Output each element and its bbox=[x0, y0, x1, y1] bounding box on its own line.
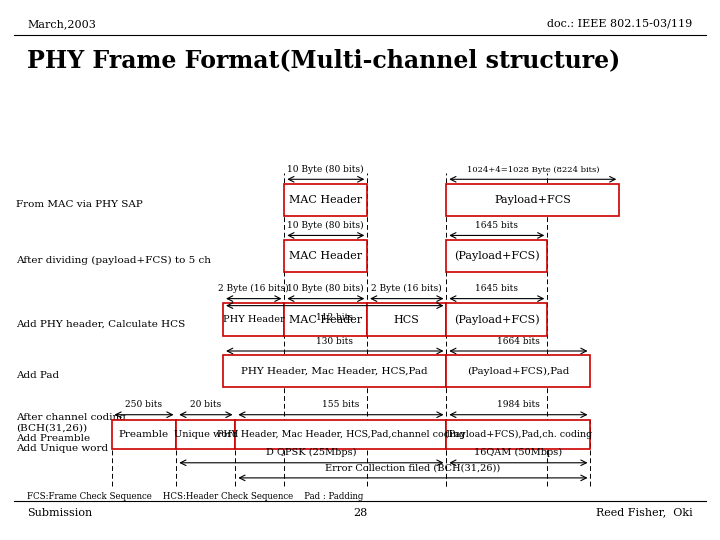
Text: PHY Frame Format(Multi-channel structure): PHY Frame Format(Multi-channel structure… bbox=[27, 49, 621, 72]
Text: MAC Header: MAC Header bbox=[289, 195, 362, 205]
Bar bbox=[446, 240, 547, 272]
Text: 1024+4=1028 Byte (8224 bits): 1024+4=1028 Byte (8224 bits) bbox=[467, 166, 599, 174]
Text: (Payload+FCS): (Payload+FCS) bbox=[454, 314, 539, 325]
Text: 2 Byte (16 bits): 2 Byte (16 bits) bbox=[372, 284, 442, 293]
Bar bbox=[284, 240, 367, 272]
Text: 28: 28 bbox=[353, 508, 367, 518]
Text: 10 Byte (80 bits): 10 Byte (80 bits) bbox=[287, 165, 364, 174]
Text: MAC Header: MAC Header bbox=[289, 251, 362, 261]
Text: HCS: HCS bbox=[394, 315, 420, 325]
Text: 1664 bits: 1664 bits bbox=[497, 336, 540, 346]
Text: 112 bits: 112 bits bbox=[316, 313, 354, 322]
Text: D QPSK (25Mbps): D QPSK (25Mbps) bbox=[266, 448, 356, 457]
Text: PHY Header: PHY Header bbox=[223, 315, 284, 324]
Text: 2 Byte (16 bits): 2 Byte (16 bits) bbox=[218, 284, 289, 293]
Text: 1984 bits: 1984 bits bbox=[497, 400, 540, 409]
Text: Add Pad: Add Pad bbox=[16, 371, 59, 380]
Text: Unique word: Unique word bbox=[174, 430, 238, 439]
Bar bbox=[446, 355, 590, 387]
Text: doc.: IEEE 802.15-03/119: doc.: IEEE 802.15-03/119 bbox=[547, 19, 693, 29]
Bar bbox=[446, 420, 590, 449]
Text: Reed Fisher,  Oki: Reed Fisher, Oki bbox=[596, 508, 693, 518]
Text: Add PHY header, Calculate HCS: Add PHY header, Calculate HCS bbox=[16, 320, 185, 328]
Text: 130 bits: 130 bits bbox=[316, 336, 354, 346]
Bar bbox=[446, 184, 619, 216]
Text: 16QAM (50Mbps): 16QAM (50Mbps) bbox=[474, 448, 562, 457]
Text: 155 bits: 155 bits bbox=[323, 400, 359, 409]
Text: March,2003: March,2003 bbox=[27, 19, 96, 29]
Text: From MAC via PHY SAP: From MAC via PHY SAP bbox=[16, 200, 143, 208]
Bar bbox=[367, 303, 446, 336]
Bar bbox=[284, 184, 367, 216]
Text: 10 Byte (80 bits): 10 Byte (80 bits) bbox=[287, 284, 364, 293]
Text: Submission: Submission bbox=[27, 508, 93, 518]
Text: After channel coding
(BCH(31,26))
Add Preamble
Add Unique word: After channel coding (BCH(31,26)) Add Pr… bbox=[16, 413, 126, 453]
Bar bbox=[176, 420, 235, 449]
Text: MAC Header: MAC Header bbox=[289, 315, 362, 325]
Text: 20 bits: 20 bits bbox=[190, 400, 222, 409]
Bar bbox=[112, 420, 176, 449]
Text: Preamble: Preamble bbox=[119, 430, 169, 439]
Text: Payload+FCS: Payload+FCS bbox=[495, 195, 571, 205]
Bar bbox=[446, 303, 547, 336]
Bar bbox=[284, 303, 367, 336]
Text: (Payload+FCS),Pad,ch. coding: (Payload+FCS),Pad,ch. coding bbox=[445, 430, 592, 439]
Text: (Payload+FCS),Pad: (Payload+FCS),Pad bbox=[467, 367, 570, 375]
Text: 1645 bits: 1645 bits bbox=[475, 284, 518, 293]
Text: 1645 bits: 1645 bits bbox=[475, 221, 518, 230]
Bar bbox=[235, 420, 446, 449]
Bar bbox=[223, 303, 284, 336]
Text: 250 bits: 250 bits bbox=[125, 400, 163, 409]
Text: FCS:Frame Check Sequence    HCS:Header Check Sequence    Pad : Padding: FCS:Frame Check Sequence HCS:Header Chec… bbox=[27, 492, 364, 502]
Text: Error Collection filed (BCH(31,26)): Error Collection filed (BCH(31,26)) bbox=[325, 463, 500, 472]
Text: PHY Header, Mac Header, HCS,Pad,channel coding: PHY Header, Mac Header, HCS,Pad,channel … bbox=[217, 430, 465, 439]
Bar bbox=[223, 355, 446, 387]
Text: (Payload+FCS): (Payload+FCS) bbox=[454, 251, 539, 261]
Text: PHY Header, Mac Header, HCS,Pad: PHY Header, Mac Header, HCS,Pad bbox=[241, 367, 428, 375]
Text: 10 Byte (80 bits): 10 Byte (80 bits) bbox=[287, 221, 364, 230]
Text: After dividing (payload+FCS) to 5 ch: After dividing (payload+FCS) to 5 ch bbox=[16, 256, 211, 265]
